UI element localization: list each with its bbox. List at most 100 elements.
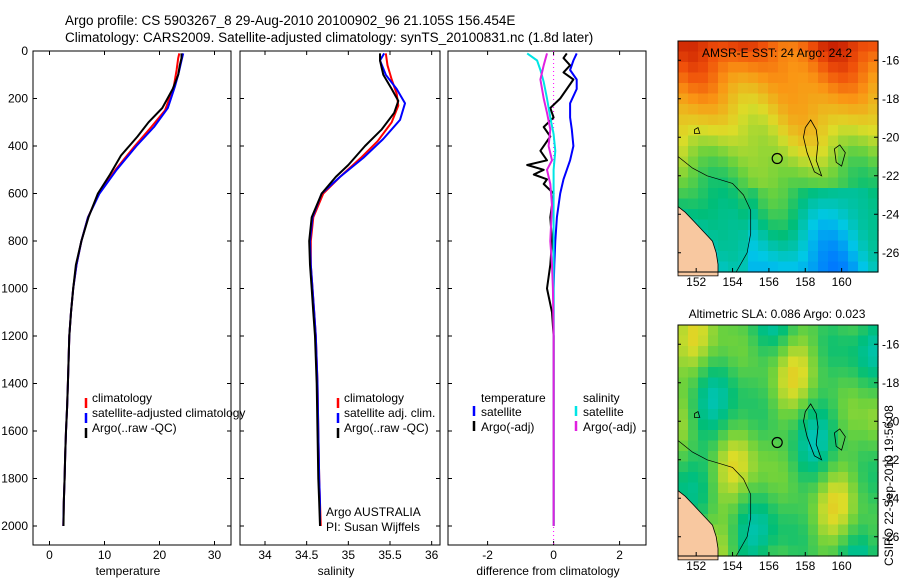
heatmap-cell [798, 188, 809, 200]
heatmap-cell [788, 325, 799, 337]
heatmap-cell [688, 461, 699, 473]
heatmap-cell [758, 146, 769, 158]
heatmap-cell [728, 346, 739, 358]
heatmap-cell [728, 535, 739, 547]
heatmap-cell [818, 377, 829, 389]
heatmap-cell [808, 230, 819, 242]
heatmap-cell [828, 545, 839, 557]
series-line-difference-1 [526, 52, 575, 526]
heatmap-cell [718, 472, 729, 484]
heatmap-cell [758, 409, 769, 421]
heatmap-cell [718, 461, 729, 473]
heatmap-cell [868, 430, 879, 442]
heatmap-cell [768, 367, 779, 379]
heatmap-cell [808, 104, 819, 116]
heatmap-cell [788, 335, 799, 347]
heatmap-cell [798, 493, 809, 505]
heatmap-cell [708, 125, 719, 137]
heatmap-cell [848, 451, 859, 463]
heatmap-cell [718, 440, 729, 452]
y-tick-label: 800 [8, 234, 28, 248]
heatmap-cell [788, 545, 799, 557]
heatmap-cell [838, 188, 849, 200]
heatmap-cell [808, 114, 819, 126]
heatmap-cell [808, 62, 819, 74]
heatmap-cell [708, 440, 719, 452]
heatmap-cell [788, 146, 799, 158]
heatmap-cell [838, 356, 849, 368]
legend-label-sal-argo: Argo(-adj) [583, 420, 636, 434]
heatmap-cell [828, 535, 839, 547]
heatmap-cell [758, 419, 769, 431]
heatmap-cell [688, 472, 699, 484]
heatmap-cell [818, 198, 829, 210]
heatmap-cell [738, 419, 749, 431]
heatmap-cell [748, 114, 759, 126]
heatmap-cell [808, 451, 819, 463]
heatmap-cell [778, 367, 789, 379]
heatmap-cell [838, 261, 849, 273]
heatmap-cell [788, 503, 799, 515]
heatmap-cell [688, 409, 699, 421]
heatmap-cell [778, 188, 789, 200]
heatmap-cell [708, 93, 719, 105]
y-tick-label: 1200 [1, 329, 28, 343]
heatmap-cell [768, 219, 779, 231]
legend-header-temperature: temperature [481, 391, 546, 405]
heatmap-cell [868, 156, 879, 168]
heatmap-cell [868, 409, 879, 421]
y-tick-label: -16 [882, 337, 900, 351]
heatmap-cell [868, 440, 879, 452]
legend-label-climatology: climatology [344, 391, 404, 405]
heatmap-cell [838, 230, 849, 242]
heatmap-cell [778, 325, 789, 337]
heatmap-cell [708, 167, 719, 179]
heatmap-cell [848, 377, 859, 389]
heatmap-cell [808, 430, 819, 442]
heatmap-cell [858, 461, 869, 473]
heatmap-cell [738, 198, 749, 210]
heatmap-cell [848, 114, 859, 126]
heatmap-cell [798, 51, 809, 63]
heatmap-cell [768, 83, 779, 95]
heatmap-cell [748, 83, 759, 95]
heatmap-cell [748, 451, 759, 463]
heatmap-cell [698, 114, 709, 126]
heatmap-cell [728, 409, 739, 421]
heatmap-cell [748, 240, 759, 252]
heatmap-cell [788, 240, 799, 252]
x-tick-label: 35.5 [378, 548, 402, 562]
heatmap-cell [678, 325, 689, 337]
y-tick-label: 400 [8, 139, 28, 153]
difference-legend [472, 406, 578, 431]
heatmap-cell [678, 83, 689, 95]
heatmap-cell [708, 83, 719, 95]
heatmap-cell [688, 482, 699, 494]
heatmap-cell [708, 377, 719, 389]
heatmap-cell [848, 125, 859, 137]
legend-label-satellite: satellite adj. clim. [344, 406, 435, 420]
heatmap-cell [738, 230, 749, 242]
heatmap-cell [848, 398, 859, 410]
heatmap-cell [718, 430, 729, 442]
legend-header-salinity: salinity [583, 391, 620, 405]
heatmap-cell [778, 545, 789, 557]
heatmap-cell [728, 440, 739, 452]
heatmap-cell [848, 198, 859, 210]
heatmap-cell [678, 367, 689, 379]
heatmap-cell [788, 409, 799, 421]
heatmap-cell [858, 62, 869, 74]
heatmap-cell [838, 367, 849, 379]
heatmap-cell [818, 335, 829, 347]
heatmap-cell [848, 524, 859, 536]
heatmap-cell [688, 198, 699, 210]
heatmap-cell [728, 261, 739, 273]
heatmap-cell [838, 398, 849, 410]
heatmap-cell [778, 451, 789, 463]
heatmap-cell [858, 93, 869, 105]
heatmap-cell [688, 367, 699, 379]
heatmap-cell [688, 335, 699, 347]
heatmap-cell [758, 135, 769, 147]
heatmap-cell [718, 409, 729, 421]
heatmap-cell [868, 356, 879, 368]
